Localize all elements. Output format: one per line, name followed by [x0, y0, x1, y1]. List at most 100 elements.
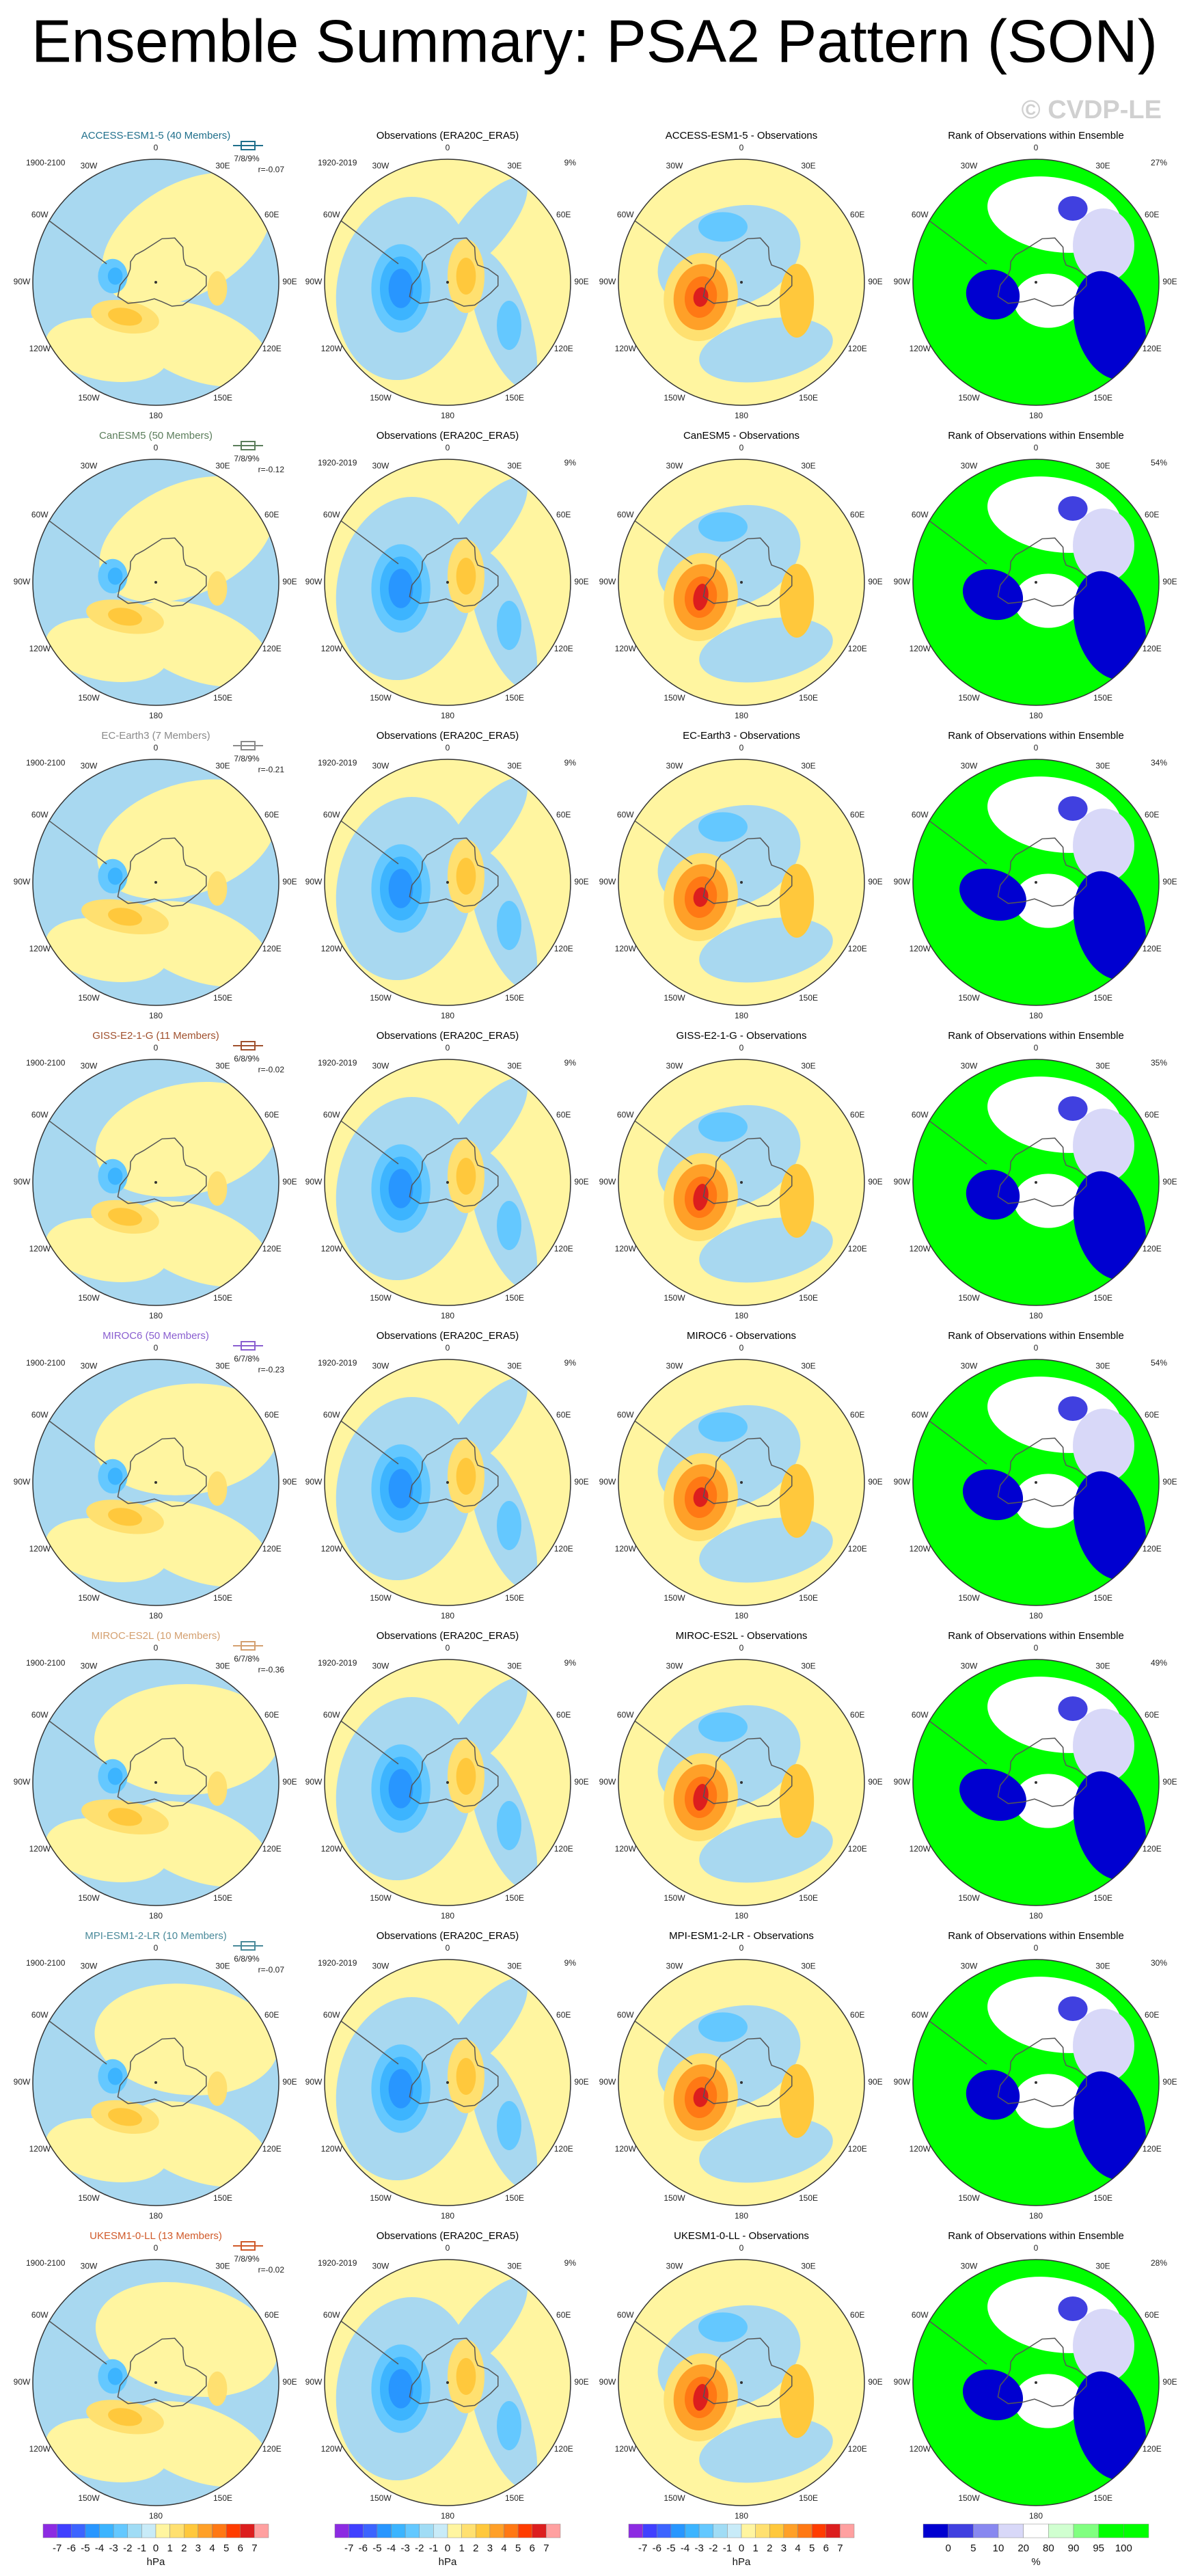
colorbar-box	[1073, 2523, 1099, 2538]
lon-label: 60W	[323, 510, 340, 519]
lon-label: 150W	[958, 2493, 980, 2503]
lon-label: 120W	[29, 344, 51, 353]
lon-label: 60E	[556, 1710, 571, 1720]
colorbar-tick-label: 5	[515, 2543, 521, 2554]
lon-label: 150E	[505, 1293, 524, 1303]
lon-label: 30W	[372, 2261, 390, 2270]
lon-label: 120E	[554, 1544, 573, 1554]
map-rim	[32, 1059, 279, 1306]
lon-label: 150W	[370, 1593, 392, 1603]
contour-region	[962, 2369, 1024, 2421]
lon-label: 180	[441, 2211, 454, 2221]
stats-label: 7/8/9%	[234, 2254, 260, 2264]
lon-label: 60E	[556, 1110, 571, 1120]
map	[325, 459, 571, 705]
colorbar-box	[254, 2523, 269, 2538]
lon-label: 30W	[81, 2261, 98, 2270]
lon-label: 90W	[894, 2377, 911, 2387]
lon-label: 90E	[282, 1777, 297, 1787]
contour-region	[388, 1469, 413, 1508]
colorbar-box	[461, 2523, 476, 2538]
pole-dot	[1035, 1481, 1037, 1484]
map-rim	[324, 1059, 571, 1306]
lon-label: 120E	[554, 1244, 573, 1253]
contour-region	[94, 1684, 279, 1795]
colorbar-tick-label: -1	[723, 2543, 732, 2554]
map-rim	[618, 1059, 865, 1306]
lon-label: 90E	[868, 2377, 882, 2387]
lon-label: 30W	[961, 2261, 978, 2270]
colorbar-tick-label: -5	[81, 2543, 90, 2554]
map-rim	[32, 459, 279, 706]
lon-label: 30W	[961, 1961, 978, 1970]
lon-label: 120W	[615, 1544, 637, 1554]
lon-label: 0	[446, 743, 450, 753]
lon-label: 90W	[599, 877, 616, 886]
map	[33, 2260, 279, 2506]
rank-pct: 27%	[1151, 158, 1167, 167]
lon-label: 180	[1029, 1611, 1043, 1621]
colorbar-box	[419, 2523, 434, 2538]
map-rim	[32, 1959, 279, 2206]
colorbar-box	[517, 2523, 532, 2538]
contour-region	[1013, 2074, 1083, 2128]
stats-icon	[241, 741, 256, 750]
map	[33, 1659, 279, 1906]
lon-label: 150E	[1093, 1293, 1112, 1303]
lon-label: 0	[154, 1043, 159, 1053]
contour-region	[456, 258, 476, 295]
lon-label: 0	[446, 443, 450, 452]
lon-label: 90W	[14, 877, 31, 886]
lon-label: 120E	[262, 344, 282, 353]
lon-label: 0	[739, 1343, 744, 1353]
contour-region	[207, 871, 228, 906]
stats-label: 6/8/9%	[234, 1054, 260, 1063]
lon-label: 0	[154, 2243, 159, 2253]
contour-region	[107, 2368, 123, 2385]
lon-label: 150E	[505, 1593, 524, 1603]
contour-region	[698, 1412, 748, 1442]
lon-label: 60W	[912, 2010, 929, 2020]
lon-label: 60W	[912, 210, 929, 219]
lon-label: 150W	[958, 2193, 980, 2203]
map	[325, 759, 571, 1005]
pole-dot	[154, 881, 157, 884]
lon-label: 30W	[961, 161, 978, 170]
lon-label: 0	[1034, 1343, 1039, 1353]
map-rim	[912, 159, 1160, 406]
model-title: MIROC6 (50 Members)	[102, 1330, 209, 1342]
obs-period: 1920-2019	[318, 1058, 357, 1068]
lon-label: 120W	[321, 1244, 343, 1253]
colorbar-box	[197, 2523, 213, 2538]
contour-region	[108, 2408, 142, 2426]
lon-label: 120W	[29, 644, 51, 653]
colorbar-tick-label: 7	[837, 2543, 843, 2554]
lon-label: 30E	[1095, 761, 1110, 770]
lon-label: 90W	[894, 877, 911, 886]
coastline	[117, 537, 207, 607]
coastline	[117, 1137, 207, 1207]
map	[33, 459, 279, 705]
stats-label: 6/7/8%	[234, 1654, 260, 1664]
obs-pct: 9%	[564, 1358, 577, 1368]
coastline	[409, 1437, 499, 1507]
colorbar-tick-label: 5	[809, 2543, 815, 2554]
map	[618, 1059, 864, 1305]
colorbar-box	[825, 2523, 840, 2538]
stats-icon	[241, 1041, 256, 1050]
contour-region	[1073, 2071, 1147, 2180]
lon-label: 30W	[372, 1661, 390, 1670]
rank-title: Rank of Observations within Ensemble	[948, 1630, 1124, 1642]
lon-label: 150E	[213, 393, 232, 403]
coastline	[117, 2337, 207, 2407]
colorbar-tick-label: -7	[638, 2543, 647, 2554]
lon-label: 150W	[370, 2493, 392, 2503]
lon-label: 120W	[321, 1544, 343, 1554]
colorbar-tick-label: 6	[530, 2543, 535, 2554]
corr-label: r=-0.02	[258, 1065, 285, 1074]
colorbar-tick-label: 5	[970, 2543, 976, 2554]
contour-region	[1073, 1109, 1134, 1182]
coastline	[702, 837, 793, 907]
lon-label: 30W	[81, 1961, 98, 1970]
colorbar-tick-label: -5	[666, 2543, 675, 2554]
